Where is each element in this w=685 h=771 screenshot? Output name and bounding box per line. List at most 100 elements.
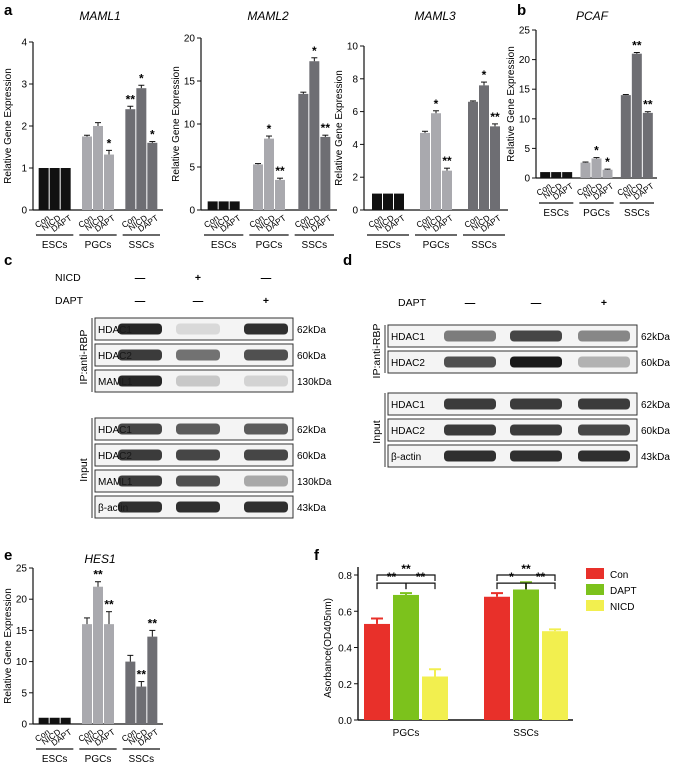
group-label: ESCs [543, 208, 569, 219]
band-label: β-actin [98, 503, 128, 514]
treatment-mark: + [195, 272, 201, 284]
protein-band [510, 356, 562, 368]
band-label: β-actin [391, 452, 421, 463]
group-label: ESCs [42, 240, 68, 251]
bar [147, 142, 158, 210]
bar [207, 201, 218, 210]
treatment-mark: — [531, 297, 542, 309]
protein-band [118, 349, 162, 361]
protein-band [118, 449, 162, 461]
y-tick-label: 5 [189, 163, 195, 174]
bar [479, 85, 489, 210]
group-label: ESCs [211, 240, 237, 251]
protein-band [176, 423, 220, 435]
y-axis-label: Relative Gene Expression [3, 68, 14, 184]
kda-label: 60kDa [297, 451, 326, 462]
y-tick-label: 20 [519, 55, 531, 66]
treatment-label: NICD [398, 0, 424, 3]
bar [298, 93, 309, 210]
y-tick-label: 0.8 [338, 571, 352, 582]
bar [542, 631, 568, 720]
y-tick-label: 6 [352, 107, 358, 118]
group-label: SSCs [302, 240, 328, 251]
significance-mark: * [267, 122, 272, 136]
bar [484, 596, 510, 720]
protein-band [444, 398, 496, 410]
bar [540, 172, 551, 178]
band-label: HDAC1 [98, 325, 132, 336]
y-tick-label: 0 [352, 206, 358, 217]
western-blot-c: NICD — + — DAPT — — + HDAC1 62kDa HDAC2 60kDa MAML1 1… [55, 272, 332, 519]
significance-mark: * [107, 136, 112, 150]
bar [60, 168, 71, 210]
y-tick-label: 0.4 [338, 644, 352, 655]
kda-label: 43kDa [297, 503, 326, 514]
significance-mark: ** [137, 668, 147, 682]
y-tick-label: 0.6 [338, 607, 352, 618]
kda-label: 43kDa [641, 452, 670, 463]
bar [82, 624, 92, 724]
band-label: MAML1 [98, 377, 133, 388]
bar [253, 164, 263, 210]
panel-label-e: e [4, 547, 12, 564]
significance-mark: * [434, 97, 439, 111]
bar [104, 624, 114, 724]
group-label: SSCs [624, 208, 650, 219]
significance-mark: ** [93, 568, 103, 582]
chart-title: HES1 [84, 552, 115, 566]
significance-mark: * [509, 570, 514, 584]
y-tick-label: 25 [16, 564, 28, 575]
y-axis-label: Relative Gene Expression [334, 70, 345, 186]
y-tick-label: 10 [16, 657, 28, 668]
bar [562, 172, 573, 178]
group-label: PGCs [85, 240, 112, 251]
treatment-mark: — [599, 0, 610, 3]
y-axis-label: Relative Gene Expression [506, 46, 517, 162]
significance-mark: * [482, 68, 487, 82]
protein-band [176, 323, 220, 335]
treatment-mark: + [533, 0, 539, 3]
legend-label: NICD [610, 602, 634, 613]
bar [264, 138, 274, 210]
protein-band [176, 375, 220, 387]
band-label: HDAC2 [98, 351, 132, 362]
chart-title: MAML2 [247, 9, 289, 23]
legend-label: DAPT [610, 586, 637, 597]
y-tick-label: 4 [21, 38, 27, 49]
protein-band [118, 375, 162, 387]
group-label: PGCs [256, 240, 283, 251]
protein-band [578, 398, 630, 410]
legend-swatch [586, 584, 604, 595]
protein-band [578, 424, 630, 436]
significance-mark: ** [632, 38, 642, 52]
bar [125, 661, 136, 724]
treatment-label: DAPT [398, 297, 427, 309]
protein-band [510, 330, 562, 342]
group-label: PGCs [85, 754, 112, 765]
kda-label: 62kDa [641, 400, 670, 411]
band-label: HDAC1 [391, 400, 425, 411]
bar [602, 169, 613, 178]
y-tick-label: 2 [352, 173, 358, 184]
band-label: HDAC1 [391, 332, 425, 343]
y-tick-label: 10 [184, 120, 196, 131]
y-tick-label: 15 [184, 77, 196, 88]
kda-label: 60kDa [641, 426, 670, 437]
treatment-label: NICD [55, 272, 81, 284]
ip-label: IP:anti-RBP [371, 324, 383, 379]
bar [394, 193, 404, 210]
significance-mark: ** [126, 92, 136, 106]
bar [580, 162, 591, 178]
legend-swatch [586, 600, 604, 611]
band-label: MAML1 [98, 477, 133, 488]
group-label: PGCs [393, 728, 420, 739]
significance-mark: ** [104, 598, 114, 612]
protein-band [578, 450, 630, 462]
protein-band [244, 475, 288, 487]
bar [136, 686, 147, 724]
significance-mark: * [150, 128, 155, 142]
protein-band [444, 450, 496, 462]
